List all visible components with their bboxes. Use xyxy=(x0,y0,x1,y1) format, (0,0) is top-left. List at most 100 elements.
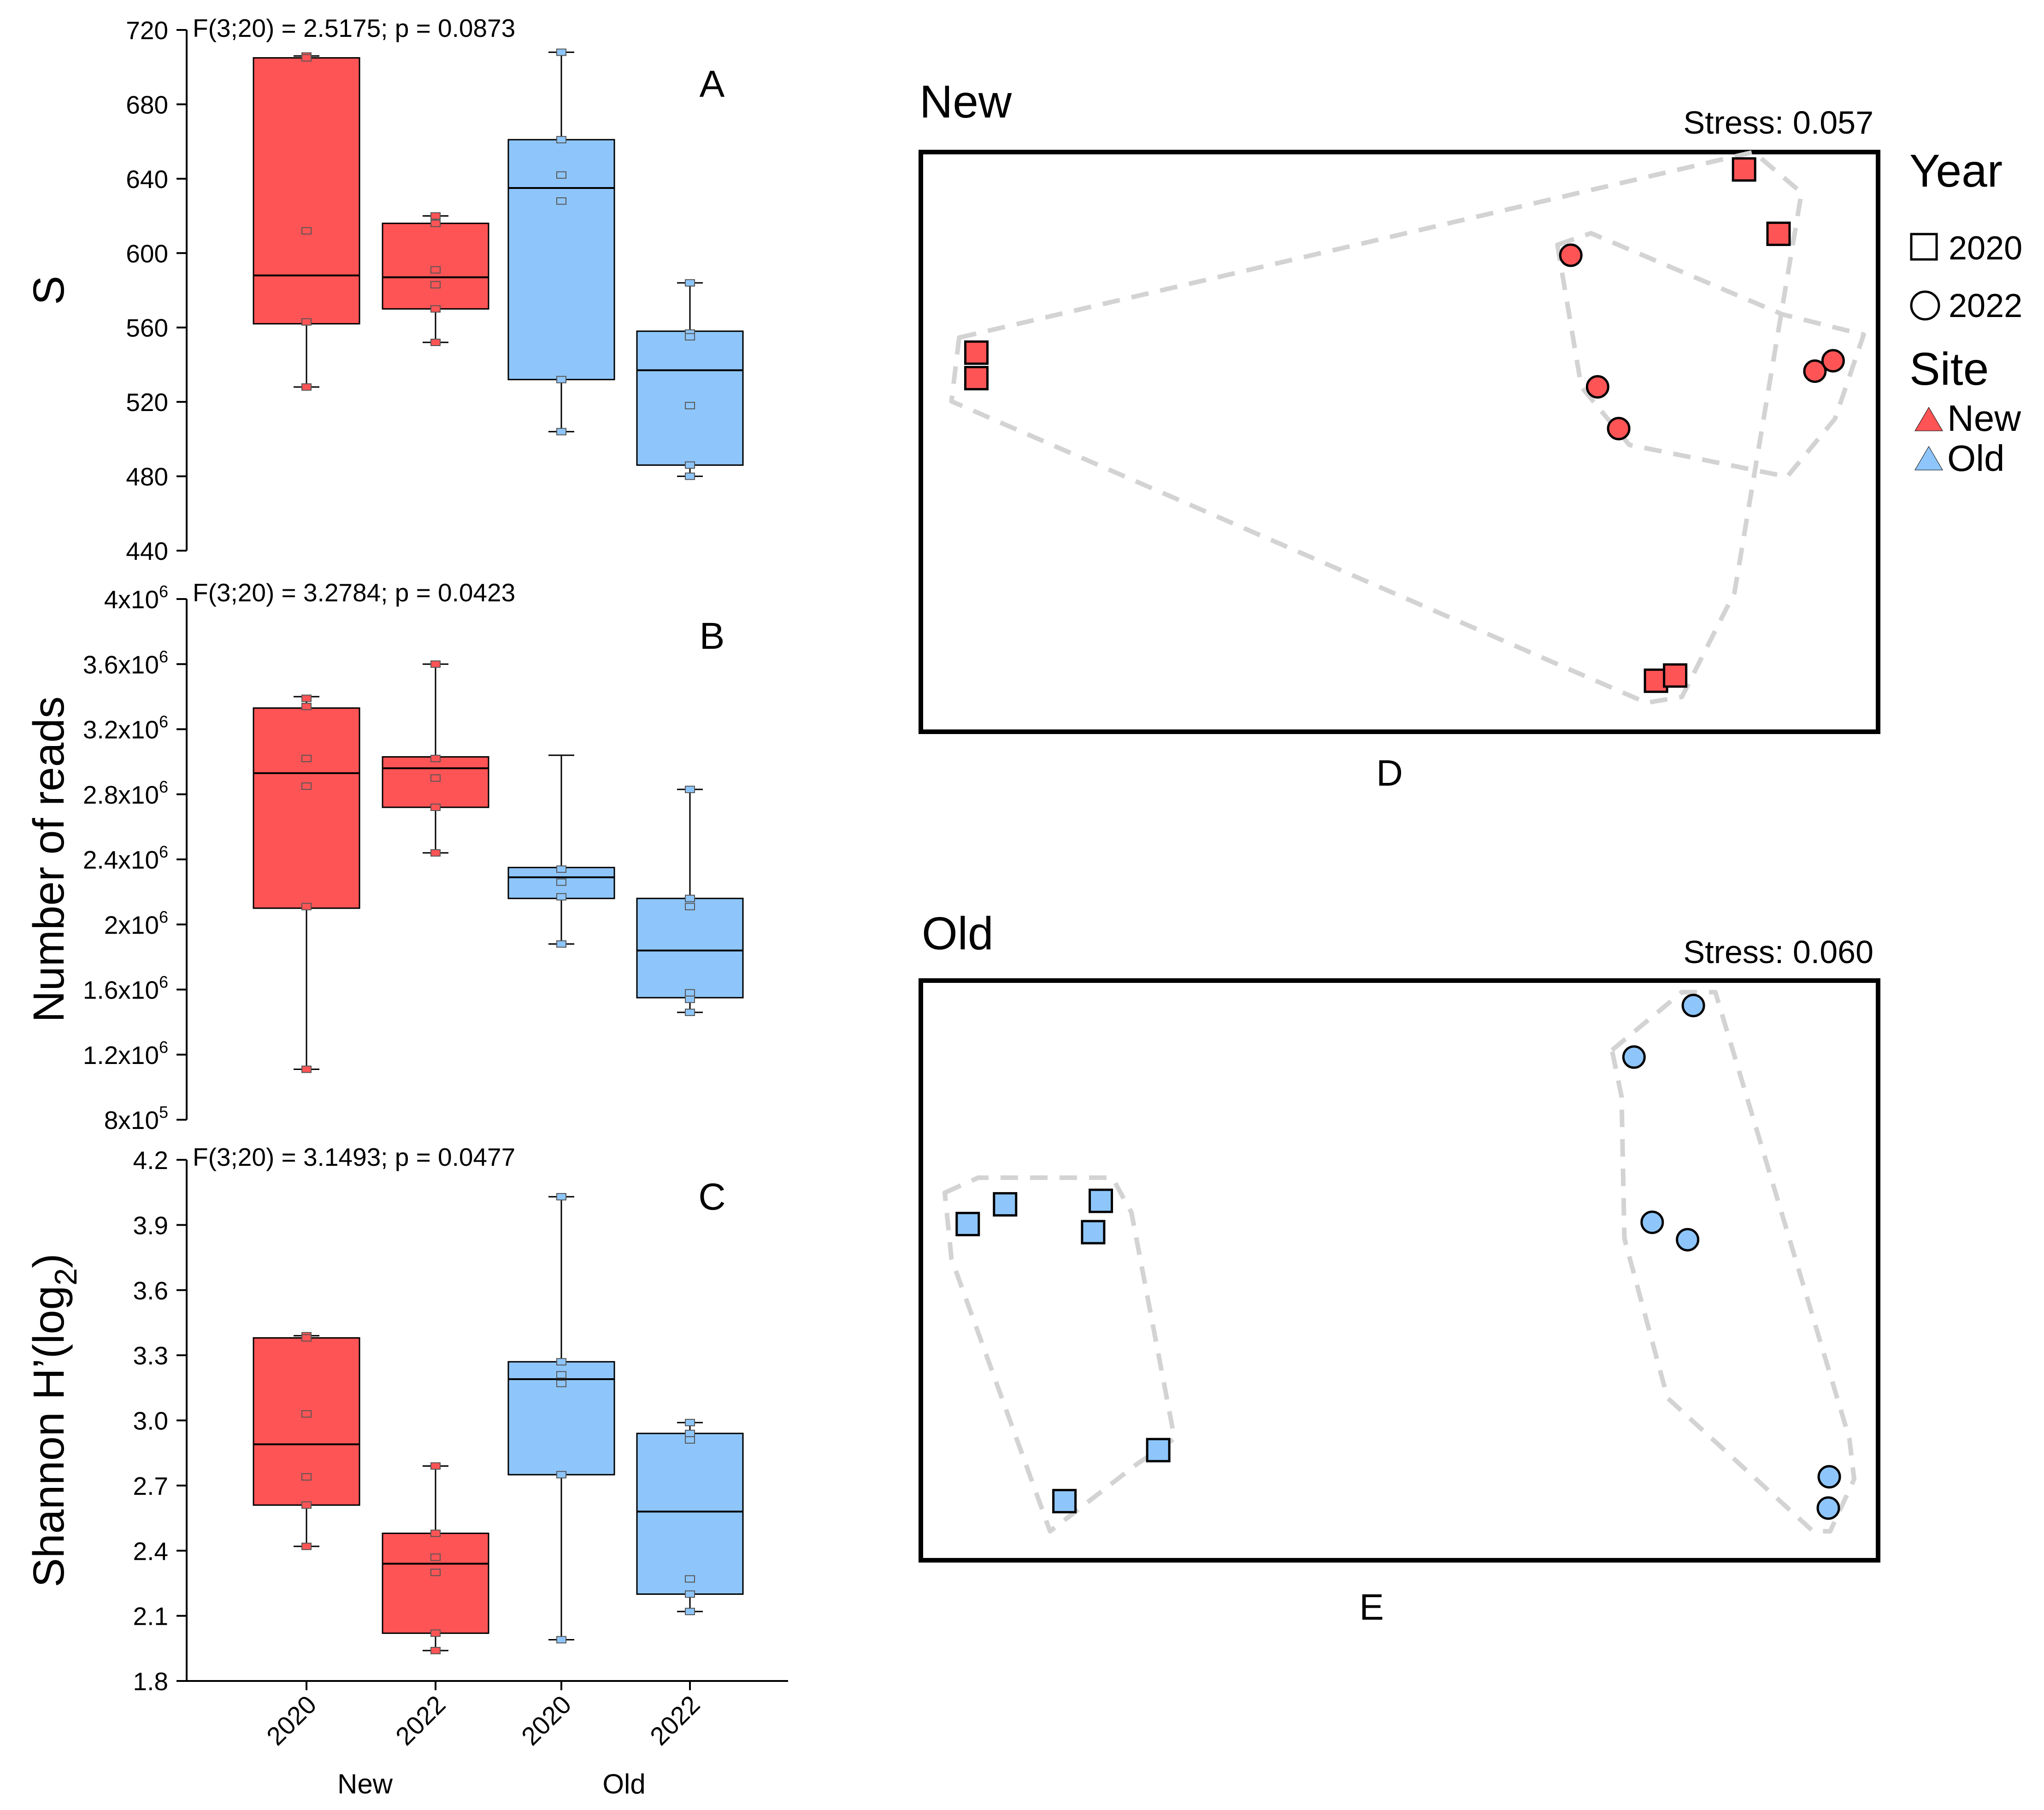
tick-mantissa: 1.2x10 xyxy=(83,1041,159,1070)
sample-point-2020 xyxy=(955,1211,980,1236)
tick-mantissa: 2x10 xyxy=(104,911,159,939)
y-tick-label: 720 xyxy=(126,16,168,45)
data-point xyxy=(430,1629,441,1637)
data-point xyxy=(430,281,441,288)
boxplot-panel-b: 8x105 1.2x106 1.6x106 2x106 2.4x10 6 2.8x10 6 3.… xyxy=(24,578,744,1134)
data-point xyxy=(556,940,566,948)
y-tick-label: 440 xyxy=(126,537,168,565)
legend-site-title: Site xyxy=(1909,343,1989,395)
data-point xyxy=(685,1008,695,1016)
data-point xyxy=(430,305,441,313)
y-tick-label: 8x105 xyxy=(104,1103,168,1134)
data-point xyxy=(556,48,566,56)
nmds-d-letter: D xyxy=(1376,752,1403,793)
y-label-main: Shannon H’(log xyxy=(24,1286,73,1587)
y-axis-label: S xyxy=(24,276,73,305)
data-point xyxy=(301,782,312,790)
data-point xyxy=(430,339,441,346)
sample-point-2022 xyxy=(1821,349,1845,373)
data-point xyxy=(301,227,312,235)
y-tick-label: 640 xyxy=(126,165,168,194)
data-point xyxy=(301,1065,312,1073)
data-point xyxy=(430,1462,441,1470)
data-point xyxy=(556,893,566,901)
data-point xyxy=(430,1553,441,1561)
data-point xyxy=(685,333,695,341)
nmds-layer xyxy=(919,150,1880,1563)
plot-frame xyxy=(919,978,1880,1563)
sample-point-2020 xyxy=(964,340,989,365)
box-old-2022 xyxy=(636,786,744,1016)
tick-mantissa: 3.6x10 xyxy=(83,650,159,679)
data-point xyxy=(430,849,441,857)
box-new-2020 xyxy=(253,52,360,391)
group-hull xyxy=(1555,231,1866,479)
sample-point-2022 xyxy=(1817,1465,1841,1489)
data-point xyxy=(430,1569,441,1576)
data-point xyxy=(556,1380,566,1387)
plot-frame xyxy=(919,150,1880,734)
y-tick-label: 680 xyxy=(126,90,168,119)
data-point xyxy=(301,318,312,326)
sample-point-2022 xyxy=(1803,359,1827,383)
data-point xyxy=(556,197,566,205)
data-point xyxy=(301,703,312,711)
sample-point-2022 xyxy=(1816,1496,1840,1520)
y-label-end: ) xyxy=(24,1253,73,1268)
data-point xyxy=(685,894,695,902)
legend-circle-marker xyxy=(1910,290,1940,321)
data-point xyxy=(556,1471,566,1479)
data-point xyxy=(685,786,695,793)
panel-letter: A xyxy=(700,63,725,105)
data-point xyxy=(430,1529,441,1537)
data-point xyxy=(556,376,566,383)
box-iqr xyxy=(636,330,744,466)
data-point xyxy=(430,266,441,274)
anova-stat: F(3;20) = 3.1493; p = 0.0477 xyxy=(193,1143,515,1171)
data-point xyxy=(685,472,695,480)
data-point xyxy=(301,1501,312,1509)
y-tick-label: 3.6x106 xyxy=(83,647,168,679)
data-point xyxy=(685,1419,695,1427)
y-tick-label: 2.1 xyxy=(133,1602,168,1631)
nmds-panel-e xyxy=(919,978,1880,1563)
data-point xyxy=(556,1358,566,1366)
data-point xyxy=(685,1429,695,1437)
anova-stat: F(3;20) = 3.2784; p = 0.0423 xyxy=(193,578,515,607)
data-point xyxy=(685,1575,695,1583)
box-iqr xyxy=(253,57,360,325)
data-point xyxy=(685,402,695,410)
y-label-main: Number of reads xyxy=(24,696,73,1023)
y-tick-label: 1.6x106 xyxy=(83,973,168,1005)
tick-exponent: 6 xyxy=(159,973,168,992)
legend-year-title: Year xyxy=(1909,145,2003,197)
sample-point-2020 xyxy=(1081,1220,1106,1245)
y-tick-label: 560 xyxy=(126,314,168,342)
box-old-2020 xyxy=(507,1193,615,1644)
group-hull xyxy=(949,150,1804,705)
data-point xyxy=(301,1334,312,1342)
data-point xyxy=(301,755,312,763)
y-tick-label: 2.7 xyxy=(133,1472,168,1500)
sample-point-2022 xyxy=(1607,417,1631,441)
sample-point-2022 xyxy=(1559,243,1583,267)
legend-site-old-swatch xyxy=(1914,446,1943,470)
y-tick-label: 1.2x106 xyxy=(83,1038,168,1070)
tick-mantissa: 2.8x10 xyxy=(83,781,159,809)
data-point xyxy=(685,903,695,911)
y-tick-label: 2x106 xyxy=(104,907,168,939)
group-label-old: Old xyxy=(602,1769,645,1799)
data-point xyxy=(685,989,695,997)
box-new-2022 xyxy=(382,1462,489,1655)
y-tick-label: 3.2x106 xyxy=(83,712,168,744)
y-tick-label: 520 xyxy=(126,388,168,417)
box-old-2020 xyxy=(507,48,615,435)
tick-exponent: 6 xyxy=(159,907,168,926)
nmds-d-stress: Stress: 0.057 xyxy=(1684,105,1873,141)
tick-mantissa: 2.4x10 xyxy=(83,846,159,874)
anova-stat: F(3;20) = 2.5175; p = 0.0873 xyxy=(193,14,515,42)
y-tick-label: 3.3 xyxy=(133,1341,168,1370)
data-point xyxy=(685,995,695,1003)
tick-mantissa: 8x10 xyxy=(104,1106,159,1134)
